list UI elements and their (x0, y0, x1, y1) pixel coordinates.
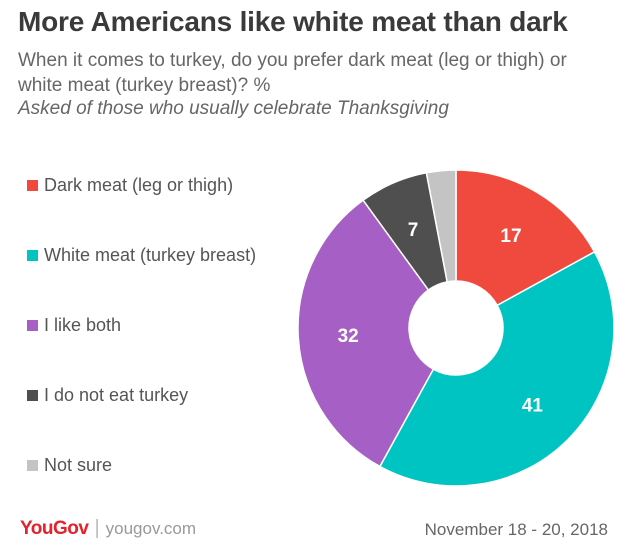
legend-swatch (27, 459, 38, 471)
data-label-white-meat: 41 (522, 395, 544, 416)
pie-slice-white-meat (378, 250, 615, 487)
data-label-no-turkey: 7 (408, 220, 419, 241)
data-label-dark-meat: 17 (500, 226, 521, 247)
pie-slice-like-both (297, 199, 435, 468)
legend-item-not-sure: Not sure (27, 453, 112, 477)
legend-item-like-both: I like both (27, 313, 121, 337)
yougov-logo: YouGov (20, 517, 89, 539)
survey-date: November 18 - 20, 2018 (424, 520, 608, 539)
pie-slice-not-sure (425, 169, 457, 283)
legend-label: Not sure (44, 454, 113, 475)
legend-item-white-meat: White meat (turkey breast) (27, 243, 256, 267)
footer-url[interactable]: yougov.com (105, 518, 197, 538)
chart-title: More Americans like white meat than dark (18, 6, 568, 37)
legend-swatch (27, 389, 38, 401)
legend-swatch (27, 319, 38, 331)
legend-item-no-turkey: I do not eat turkey (27, 383, 188, 407)
legend-label: White meat (turkey breast) (44, 244, 257, 265)
footer-brand: YouGov | yougov.com (20, 517, 196, 540)
chart-note: Asked of those who usually celebrate Tha… (18, 98, 449, 119)
legend-item-dark-meat: Dark meat (leg or thigh) (27, 173, 233, 197)
data-label-like-both: 32 (338, 326, 359, 347)
legend-label: I do not eat turkey (44, 384, 189, 405)
legend-label: Dark meat (leg or thigh) (44, 174, 234, 195)
legend-label: I like both (44, 314, 122, 335)
footer-separator: | (94, 517, 100, 539)
pie-slice-dark-meat (455, 169, 596, 307)
chart-subtitle: When it comes to turkey, do you prefer d… (18, 50, 567, 96)
legend-swatch (27, 249, 38, 261)
legend-swatch (27, 179, 38, 191)
